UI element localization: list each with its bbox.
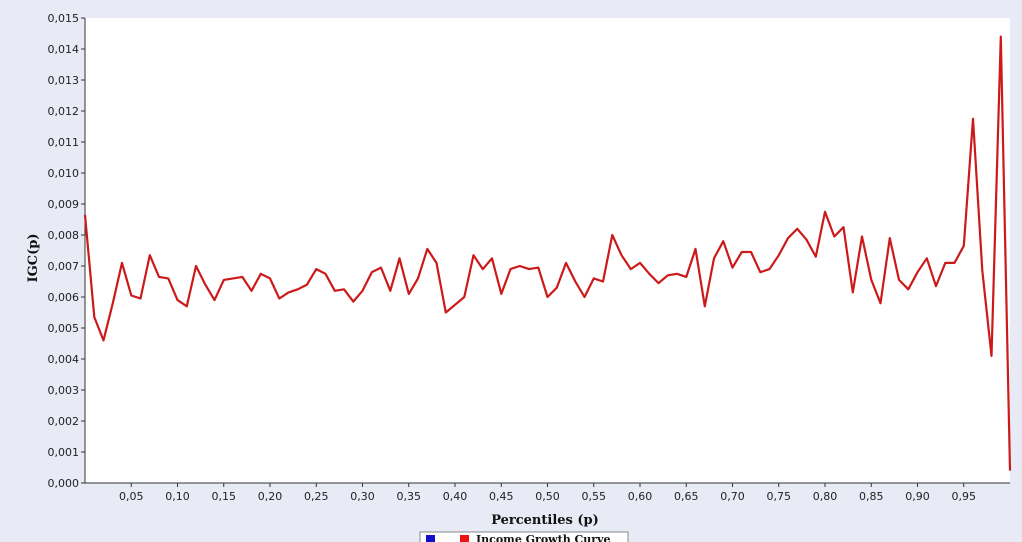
x-tick-label: 0,45 (489, 490, 514, 503)
x-tick-label: 0,60 (628, 490, 653, 503)
y-tick-label: 0,013 (48, 74, 80, 87)
y-tick-label: 0,007 (48, 260, 80, 273)
x-tick-label: 0,05 (119, 490, 144, 503)
x-tick-label: 0,40 (443, 490, 468, 503)
x-tick-label: 0,15 (212, 490, 237, 503)
y-tick-label: 0,006 (48, 291, 80, 304)
y-tick-label: 0,001 (48, 446, 80, 459)
y-tick-label: 0,002 (48, 415, 80, 428)
legend-swatch-red (460, 535, 469, 542)
y-tick-label: 0,008 (48, 229, 80, 242)
x-tick-label: 0,75 (767, 490, 792, 503)
legend-label-income-growth-curve: Income Growth Curve (476, 533, 611, 542)
x-tick-label: 0,50 (535, 490, 560, 503)
x-tick-label: 0,25 (304, 490, 329, 503)
y-axis-ticks: 0,000 0,001 0,002 0,003 0,004 0,005 0,006 0,007… (48, 12, 85, 490)
x-tick-label: 0,80 (813, 490, 838, 503)
x-tick-label: 0,65 (674, 490, 699, 503)
y-tick-label: 0,005 (48, 322, 80, 335)
x-tick-label: 0,85 (859, 490, 884, 503)
x-tick-label: 0,55 (582, 490, 607, 503)
y-tick-label: 0,003 (48, 384, 80, 397)
y-tick-label: 0,010 (48, 167, 80, 180)
y-tick-label: 0,015 (48, 12, 80, 25)
plot-area (85, 18, 1010, 483)
legend: Income Growth Curve (419, 531, 629, 542)
x-axis-ticks: 0,05 0,10 0,15 0,20 0,25 0,30 0,35 0,40 0,45 0,50… (119, 483, 976, 503)
y-tick-label: 0,011 (48, 136, 80, 149)
y-tick-label: 0,014 (48, 43, 80, 56)
x-tick-label: 0,90 (905, 490, 930, 503)
x-tick-label: 0,20 (258, 490, 283, 503)
x-axis-title: Percentiles (p) (491, 513, 599, 528)
x-tick-label: 0,95 (952, 490, 977, 503)
x-tick-label: 0,35 (397, 490, 422, 503)
y-axis-title: IGC(p) (26, 234, 41, 283)
y-tick-label: 0,000 (48, 477, 80, 490)
legend-swatch-blue (426, 535, 435, 542)
x-tick-label: 0,70 (720, 490, 745, 503)
y-tick-label: 0,004 (48, 353, 80, 366)
series-group (83, 35, 1012, 471)
x-tick-label: 0,10 (165, 490, 190, 503)
y-tick-label: 0,012 (48, 105, 80, 118)
series-line-income-growth-curve (83, 35, 1012, 471)
y-tick-label: 0,009 (48, 198, 80, 211)
x-tick-label: 0,30 (350, 490, 375, 503)
legend-box (419, 531, 629, 542)
